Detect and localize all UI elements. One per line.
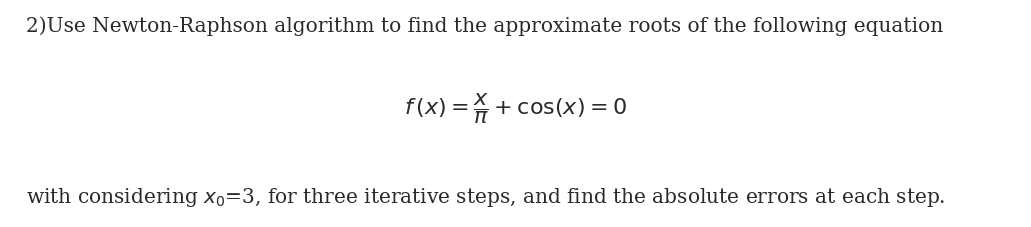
Text: 2)Use Newton-Raphson algorithm to find the approximate roots of the following eq: 2)Use Newton-Raphson algorithm to find t… <box>26 16 943 36</box>
Text: with considering $x_0$=3, for three iterative steps, and find the absolute error: with considering $x_0$=3, for three iter… <box>26 186 945 209</box>
Text: $f\,(x) = \dfrac{x}{\pi} + \cos(x) = 0$: $f\,(x) = \dfrac{x}{\pi} + \cos(x) = 0$ <box>404 91 627 126</box>
